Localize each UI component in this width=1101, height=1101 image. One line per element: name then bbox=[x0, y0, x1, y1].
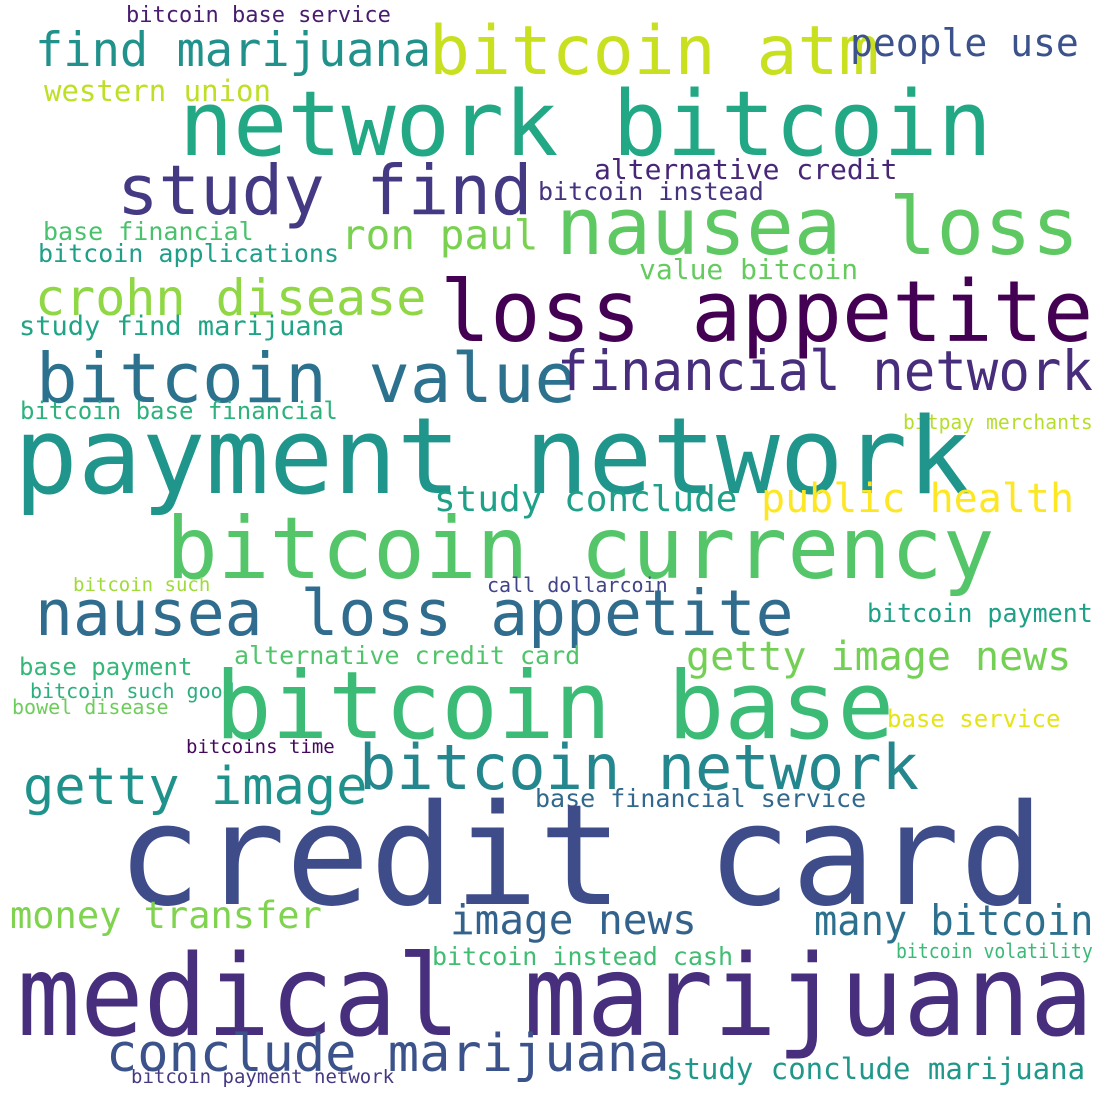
word: base financial bbox=[43, 217, 254, 246]
word: payment network bbox=[14, 395, 972, 518]
word: alternative credit bbox=[594, 153, 898, 186]
word: loss appetite bbox=[440, 263, 1094, 362]
word: bitcoin base service bbox=[126, 3, 391, 28]
word: money transfer bbox=[10, 894, 322, 937]
word: study find marijuana bbox=[19, 311, 345, 342]
word: bitcoin base bbox=[215, 652, 895, 761]
word: financial network bbox=[557, 339, 1093, 403]
word: bitcoin such bbox=[73, 574, 211, 596]
word: network bitcoin bbox=[179, 72, 992, 177]
word: medical marijuana bbox=[17, 932, 1094, 1062]
word: image news bbox=[450, 896, 697, 944]
word: study conclude marijuana bbox=[666, 1052, 1086, 1086]
word: conclude marijuana bbox=[106, 1024, 670, 1084]
word: public health bbox=[761, 476, 1075, 522]
word: alternative credit card bbox=[234, 641, 581, 670]
word: bitcoin applications bbox=[38, 239, 340, 268]
word: bitcoin instead bbox=[538, 177, 764, 206]
word: people use bbox=[850, 21, 1079, 65]
word: many bitcoin bbox=[814, 896, 1094, 945]
word: bowel disease bbox=[12, 695, 169, 719]
word: getty image news bbox=[686, 634, 1072, 680]
word: value bitcoin bbox=[639, 253, 859, 286]
word: ron paul bbox=[341, 211, 539, 259]
word: bitcoin payment bbox=[867, 599, 1093, 629]
word: bitcoin volatility bbox=[896, 939, 1093, 963]
word: nausea loss bbox=[556, 181, 1080, 273]
word: bitcoin network bbox=[359, 731, 919, 804]
word: find marijuana bbox=[35, 23, 432, 78]
word: study find bbox=[117, 151, 533, 231]
word: crohn disease bbox=[35, 269, 427, 327]
word: bitcoin base financial bbox=[20, 397, 338, 425]
word: bitcoins time bbox=[186, 736, 335, 758]
word: base financial service bbox=[535, 784, 867, 813]
word: call dollarcoin bbox=[487, 573, 668, 597]
word: bitcoin currency bbox=[166, 499, 995, 599]
word: study conclude bbox=[434, 479, 738, 520]
word: bitcoin value bbox=[36, 339, 577, 419]
word: bitcoin instead cash bbox=[432, 942, 734, 971]
word: credit card bbox=[117, 775, 1045, 938]
word: nausea loss appetite bbox=[35, 577, 794, 650]
word: base service bbox=[887, 705, 1061, 733]
word: bitcoin payment network bbox=[131, 1066, 395, 1088]
word: western union bbox=[44, 74, 271, 108]
word: bitcoin such good bbox=[30, 679, 235, 703]
word: base payment bbox=[19, 653, 193, 681]
word: getty image bbox=[23, 757, 368, 817]
word: bitcoin atm bbox=[429, 12, 880, 91]
word: bitpay merchants bbox=[903, 410, 1093, 434]
